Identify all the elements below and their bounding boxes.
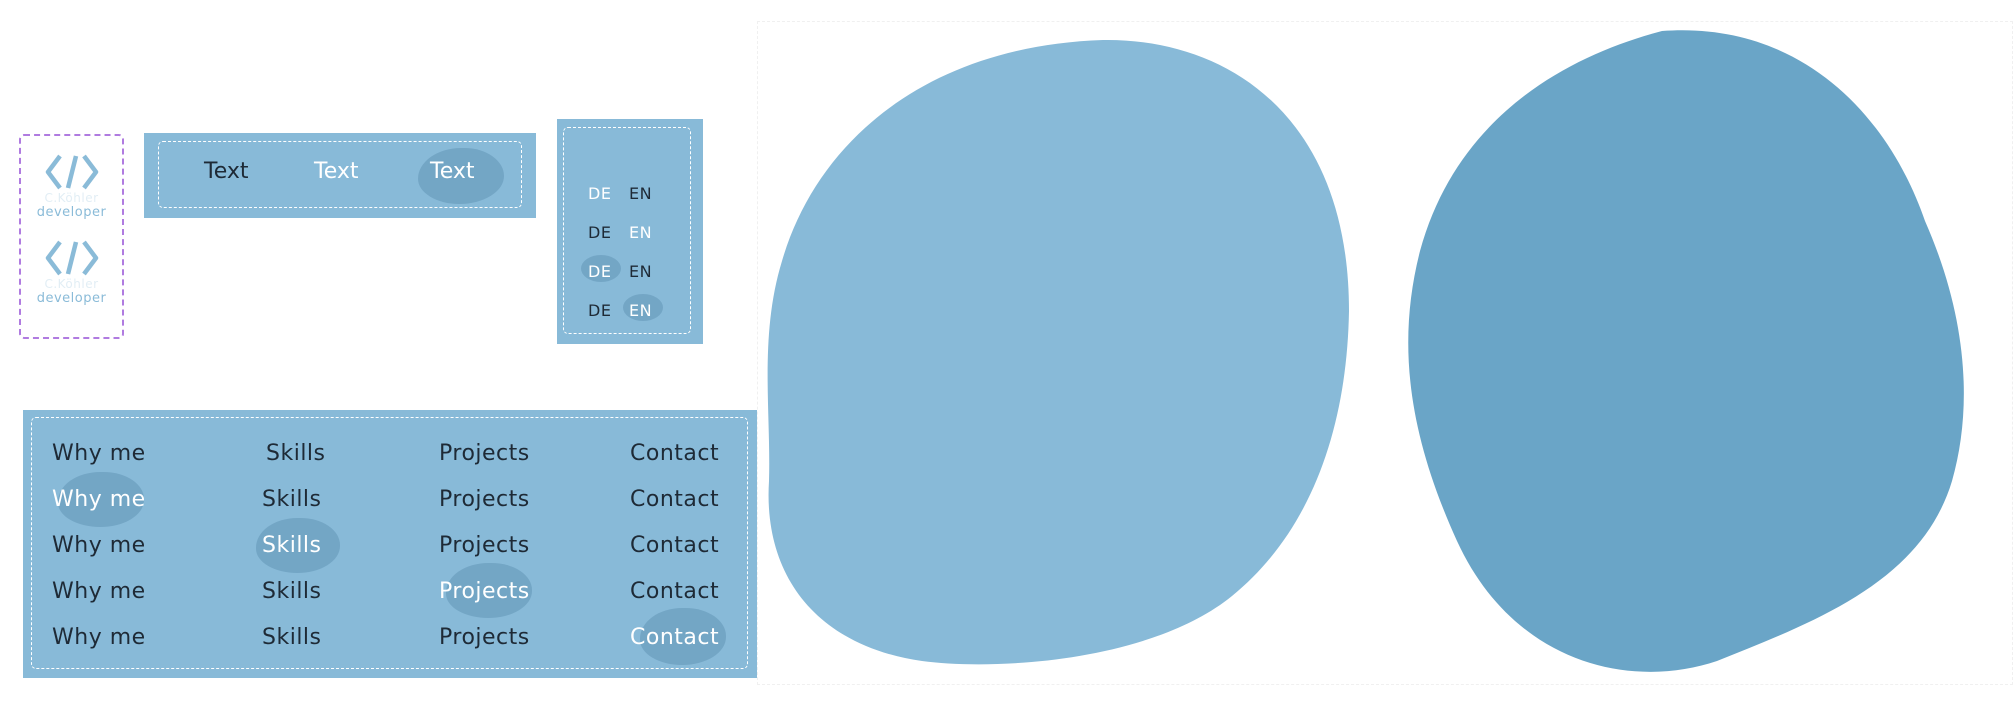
nav-skills[interactable]: Skills: [262, 487, 322, 512]
lang-de[interactable]: DE: [588, 262, 612, 281]
lang-en[interactable]: EN: [629, 301, 653, 320]
nav-highlight-blob: [640, 608, 726, 665]
nav-why-me[interactable]: Why me: [52, 625, 146, 650]
nav-contact[interactable]: Contact: [630, 579, 720, 604]
text-button-frame: [158, 141, 522, 208]
nav-skills[interactable]: Skills: [266, 441, 326, 466]
lang-de[interactable]: DE: [588, 184, 612, 203]
text-button-hover[interactable]: Text: [314, 159, 359, 184]
nav-why-me[interactable]: Why me: [52, 533, 146, 558]
nav-skills[interactable]: Skills: [262, 625, 322, 650]
blob-shape-dark: [1408, 30, 1964, 672]
code-brackets-icon: [45, 240, 98, 276]
nav-projects[interactable]: Projects: [439, 533, 530, 558]
logo-name: C.Köhler: [44, 191, 99, 205]
nav-skills[interactable]: Skills: [262, 533, 322, 558]
code-brackets-icon: [45, 154, 98, 190]
lang-de[interactable]: DE: [588, 223, 612, 242]
nav-skills[interactable]: Skills: [262, 579, 322, 604]
blob-shapes: [767, 30, 1964, 672]
lang-highlight-blob: [623, 294, 663, 321]
lang-highlight-blob: [581, 255, 621, 282]
nav-highlight-blob: [58, 472, 144, 527]
nav-projects[interactable]: Projects: [439, 441, 530, 466]
nav-contact[interactable]: Contact: [630, 533, 720, 558]
nav-projects[interactable]: Projects: [439, 625, 530, 650]
language-switch-set: DE EN DE EN DE EN DE EN: [557, 119, 703, 344]
logo-component-set: C.Köhler developer C.Köhler developer: [19, 134, 124, 339]
blob-shape-light: [767, 39, 1349, 665]
active-highlight-blob: [418, 148, 504, 204]
lang-de[interactable]: DE: [588, 301, 612, 320]
nav-why-me[interactable]: Why me: [52, 579, 146, 604]
logo-variant-default[interactable]: C.Köhler developer: [21, 152, 122, 230]
navigation-frame: [31, 417, 748, 669]
blob-shapes-frame: [757, 21, 2013, 685]
nav-why-me[interactable]: Why me: [52, 487, 146, 512]
logo-variant-alt[interactable]: C.Köhler developer: [21, 238, 122, 316]
logo-role: developer: [36, 291, 107, 306]
nav-projects[interactable]: Projects: [439, 487, 530, 512]
nav-projects[interactable]: Projects: [439, 579, 530, 604]
nav-why-me[interactable]: Why me: [52, 441, 146, 466]
logo-name: C.Köhler: [44, 277, 99, 291]
nav-highlight-blob: [446, 563, 532, 618]
lang-en[interactable]: EN: [629, 262, 653, 281]
nav-contact[interactable]: Contact: [630, 625, 720, 650]
text-button-set: Text Text Text: [144, 133, 536, 218]
nav-contact[interactable]: Contact: [630, 441, 720, 466]
nav-highlight-blob: [256, 518, 340, 573]
logo-role: developer: [36, 205, 107, 220]
navigation-set: Why me Skills Projects Contact Why me Sk…: [23, 410, 757, 678]
text-button-default[interactable]: Text: [204, 159, 249, 184]
language-switch-frame: [563, 127, 691, 334]
lang-en[interactable]: EN: [629, 184, 653, 203]
nav-contact[interactable]: Contact: [630, 487, 720, 512]
text-button-active[interactable]: Text: [430, 159, 475, 184]
lang-en[interactable]: EN: [629, 223, 653, 242]
